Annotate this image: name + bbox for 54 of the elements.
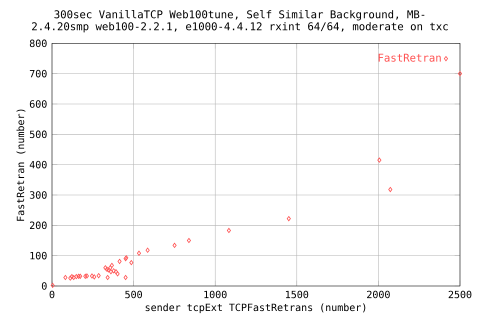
x-tick-label: 2500 bbox=[448, 290, 472, 298]
point bbox=[72, 274, 76, 280]
x-axis-title: sender tcpExt TCPFastRetrans (number) bbox=[146, 303, 366, 314]
point bbox=[172, 242, 177, 248]
point bbox=[103, 265, 108, 270]
point bbox=[114, 269, 118, 274]
x-tick-label: 2000 bbox=[367, 290, 390, 298]
point bbox=[108, 265, 112, 270]
point bbox=[124, 274, 128, 280]
chart-title: 300sec VanillaTCP Web100tune, Self Similar Background, MB- bbox=[54, 10, 424, 20]
point bbox=[146, 248, 150, 253]
y-tick-label: 0 bbox=[42, 282, 47, 290]
point bbox=[108, 269, 113, 274]
x-tick-label: 0 bbox=[50, 290, 54, 298]
point bbox=[226, 228, 231, 234]
point bbox=[74, 274, 78, 280]
point bbox=[96, 273, 101, 278]
point bbox=[112, 268, 116, 274]
point bbox=[136, 250, 141, 256]
point bbox=[377, 158, 382, 163]
y-tick-label: 500 bbox=[30, 130, 47, 138]
point bbox=[90, 273, 94, 279]
point bbox=[84, 273, 89, 279]
y-tick-label: 200 bbox=[30, 222, 47, 230]
legend-label: FastRetran bbox=[378, 54, 441, 62]
chart-subtitle: 2.4.20smp web100-2.2.1, e1000-4.4.12 rxint 64/64, moderate on txc bbox=[32, 22, 448, 32]
point bbox=[92, 274, 96, 280]
point bbox=[106, 267, 111, 272]
point bbox=[186, 238, 191, 244]
y-tick-label: 400 bbox=[30, 160, 47, 168]
point bbox=[68, 276, 72, 281]
y-tick-label: 700 bbox=[30, 70, 47, 78]
point bbox=[110, 262, 114, 268]
point bbox=[83, 274, 88, 279]
point bbox=[105, 266, 109, 272]
point bbox=[106, 274, 110, 280]
point bbox=[78, 274, 82, 279]
point bbox=[50, 282, 55, 288]
point bbox=[129, 260, 134, 266]
y-tick-label: 800 bbox=[30, 40, 47, 48]
x-tick-label: 500 bbox=[125, 290, 142, 298]
point bbox=[63, 274, 68, 280]
point bbox=[76, 274, 81, 279]
point bbox=[118, 258, 122, 264]
y-tick-label: 300 bbox=[30, 191, 47, 199]
x-tick-label: 1000 bbox=[204, 290, 227, 298]
point bbox=[388, 186, 392, 192]
x-tick-label: 1500 bbox=[286, 290, 308, 298]
point bbox=[116, 271, 120, 276]
point bbox=[286, 216, 291, 222]
point bbox=[458, 71, 462, 76]
y-tick-label: 600 bbox=[30, 100, 47, 108]
y-tick-label: 100 bbox=[30, 252, 47, 260]
y-axis-title: FastRetran (number) bbox=[16, 110, 26, 221]
